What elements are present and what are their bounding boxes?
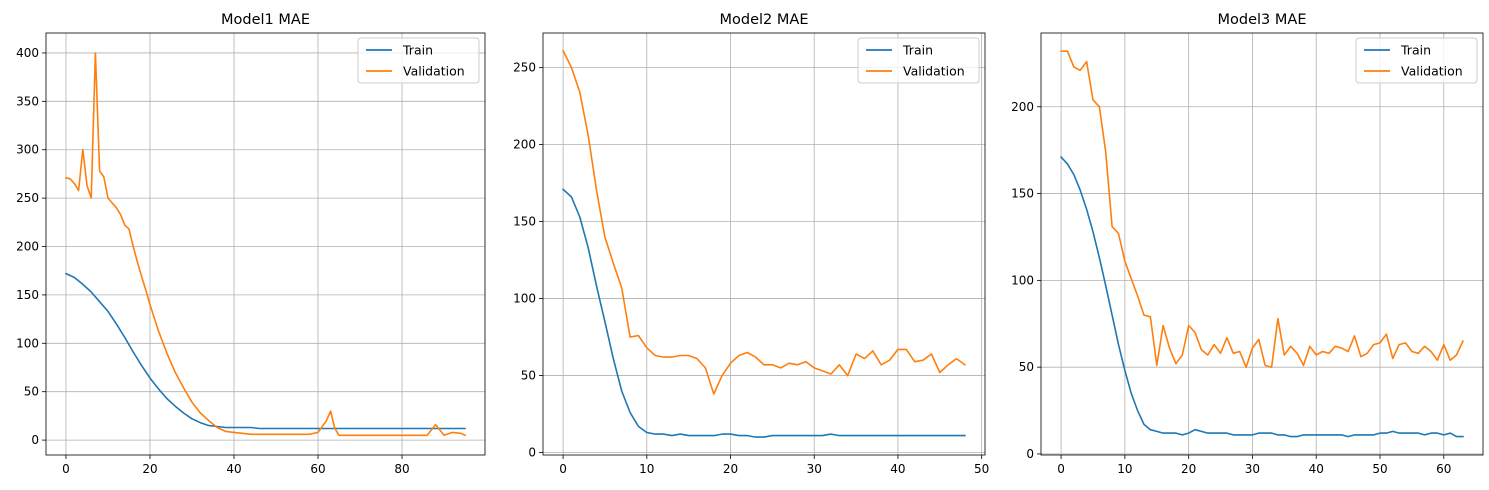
chart-panel-2: 0 10 20 30 40 50 0 50 100 150 200 250 Model2 MAE Trai… bbox=[513, 12, 989, 476]
legend-label-validation: Validation bbox=[1401, 64, 1463, 79]
x-tick-label: 10 bbox=[639, 462, 654, 476]
y-tick-label: 200 bbox=[513, 138, 536, 152]
x-tick-label: 10 bbox=[1117, 462, 1132, 476]
axes-frame bbox=[542, 32, 986, 456]
legend-label-train: Train bbox=[1400, 43, 1431, 58]
series-line-validation bbox=[65, 52, 467, 437]
y-tick-label: 50 bbox=[1019, 360, 1034, 374]
y-tick-label: 150 bbox=[513, 215, 536, 229]
legend: Train Validation bbox=[357, 37, 480, 84]
y-tick-label: 50 bbox=[24, 385, 39, 399]
series-line-train bbox=[64, 272, 466, 430]
legend-label-train: Train bbox=[402, 43, 433, 58]
x-tick-label: 40 bbox=[1309, 462, 1324, 476]
chart-panel-3: 0 10 20 30 40 50 60 0 50 100 150 200 Model3 MAE Train… bbox=[1011, 12, 1484, 476]
y-tick-label: 350 bbox=[16, 94, 39, 108]
legend: Train Validation bbox=[857, 37, 980, 84]
y-tick-label: 100 bbox=[513, 292, 536, 306]
legend-label-train: Train bbox=[902, 43, 933, 58]
x-tick-label: 0 bbox=[1057, 462, 1065, 476]
x-tick-label: 30 bbox=[807, 462, 822, 476]
series-line-validation bbox=[562, 49, 967, 395]
y-tick-label: 300 bbox=[16, 143, 39, 157]
x-tick-label: 20 bbox=[142, 462, 157, 476]
axes-frame bbox=[45, 32, 486, 456]
x-tick-label: 80 bbox=[394, 462, 409, 476]
chart-title: Model2 MAE bbox=[720, 12, 809, 28]
x-tick-label: 50 bbox=[974, 462, 989, 476]
legend-label-validation: Validation bbox=[903, 64, 965, 79]
x-tick-label: 30 bbox=[1245, 462, 1260, 476]
y-tick-label: 400 bbox=[16, 46, 39, 60]
series-line-train bbox=[561, 188, 966, 438]
x-tick-label: 50 bbox=[1372, 462, 1387, 476]
y-tick-label: 100 bbox=[16, 336, 39, 350]
legend-label-validation: Validation bbox=[403, 64, 465, 79]
legend: Train Validation bbox=[1355, 37, 1478, 84]
y-tick-label: 100 bbox=[1011, 273, 1034, 287]
y-tick-label: 150 bbox=[1011, 187, 1034, 201]
y-tick-label: 250 bbox=[16, 191, 39, 205]
y-tick-label: 200 bbox=[1011, 100, 1034, 114]
series-line-train bbox=[1059, 155, 1464, 438]
x-tick-label: 60 bbox=[1436, 462, 1451, 476]
x-tick-label: 40 bbox=[226, 462, 241, 476]
chart-panel-1: 0 20 40 60 80 0 50 100 150 200 250 300 350 400 Model1 … bbox=[16, 12, 486, 476]
chart-title: Model3 MAE bbox=[1218, 12, 1307, 28]
y-tick-label: 0 bbox=[31, 433, 39, 447]
y-tick-label: 250 bbox=[513, 61, 536, 75]
y-tick-label: 0 bbox=[528, 446, 536, 460]
axes-frame bbox=[1040, 32, 1484, 456]
x-tick-label: 20 bbox=[1181, 462, 1196, 476]
y-tick-label: 0 bbox=[1026, 447, 1034, 461]
series-line-validation bbox=[1060, 50, 1464, 369]
chart-title: Model1 MAE bbox=[221, 12, 310, 28]
x-tick-label: 60 bbox=[310, 462, 325, 476]
y-tick-label: 150 bbox=[16, 288, 39, 302]
x-tick-label: 40 bbox=[890, 462, 905, 476]
x-tick-label: 0 bbox=[559, 462, 567, 476]
y-tick-label: 50 bbox=[521, 369, 536, 383]
x-tick-label: 0 bbox=[62, 462, 70, 476]
x-tick-label: 20 bbox=[723, 462, 738, 476]
y-tick-label: 200 bbox=[16, 240, 39, 254]
